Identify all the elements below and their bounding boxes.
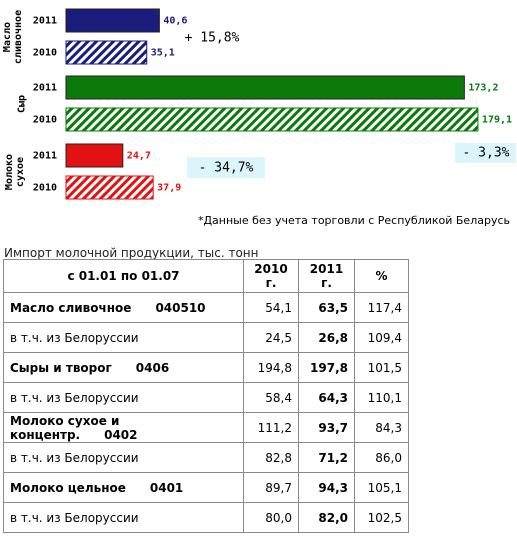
series-label: 2010 <box>33 115 57 126</box>
row-name: Молоко сухое и концентр. <box>10 413 120 442</box>
row-code: 0401 <box>149 480 184 495</box>
table-row: Масло сливочное 040510 54,1 63,5 117,4 <box>3 292 409 323</box>
series-label: 2011 <box>33 83 57 94</box>
row-name: в т.ч. из Белоруссии <box>10 390 139 405</box>
table-cell: 93,7 <box>298 412 355 443</box>
table-cell: 84,3 <box>354 412 409 443</box>
value-label: 35,1 <box>151 48 175 59</box>
row-code: 040510 <box>155 300 206 315</box>
table-cell: 82,0 <box>298 502 355 533</box>
table-row: Молоко цельное 0401 89,7 94,3 105,1 <box>3 472 409 503</box>
row-name: в т.ч. из Белоруссии <box>10 510 139 525</box>
table-cell: 109,4 <box>354 322 409 353</box>
row-label: в т.ч. из Белоруссии <box>3 322 244 353</box>
table-cell: 110,1 <box>354 382 409 413</box>
series-label: 2011 <box>33 16 57 27</box>
table-row: в т.ч. из Белоруссии 58,4 64,3 110,1 <box>3 382 409 413</box>
row-code: 0406 <box>135 360 170 375</box>
row-label: в т.ч. из Белоруссии <box>3 382 244 413</box>
chart: *Данные без учета торговли с Республикой… <box>33 8 516 227</box>
table-cell: 71,2 <box>298 442 355 473</box>
row-label: Молоко сухое и концентр. 0402 <box>3 412 244 443</box>
footnote: *Данные без учета торговли с Республикой… <box>198 214 510 227</box>
row-name: в т.ч. из Белоруссии <box>10 450 139 465</box>
annotation: + 15,8% <box>185 31 240 46</box>
category-label: Сыр <box>16 94 28 114</box>
row-name: в т.ч. из Белоруссии <box>10 330 139 345</box>
table-caption: Импорт молочной продукции, тыс. тонн <box>4 246 259 260</box>
table-row: в т.ч. из Белоруссии 80,0 82,0 102,5 <box>3 502 409 533</box>
table-cell: 94,3 <box>298 472 355 503</box>
table-cell: 102,5 <box>354 502 409 533</box>
bar <box>65 175 154 200</box>
bar <box>65 143 124 168</box>
value-label: 40,6 <box>163 16 187 27</box>
series-label: 2011 <box>33 151 57 162</box>
table-header: с 01.01 по 01.07 2010 г. 2011 г.% <box>3 259 409 293</box>
column-header: 2011 г. <box>298 259 355 293</box>
column-header: с 01.01 по 01.07 <box>3 259 244 293</box>
row-label: Масло сливочное 040510 <box>3 292 244 323</box>
row-label: в т.ч. из Белоруссии <box>3 502 244 533</box>
table-cell: 63,5 <box>298 292 355 323</box>
row-label: Молоко цельное 0401 <box>3 472 244 503</box>
table-cell: 64,3 <box>298 382 355 413</box>
table: с 01.01 по 01.07 2010 г. 2011 г.% Масло сли… <box>3 259 409 533</box>
column-header: % <box>354 259 409 293</box>
value-label: 24,7 <box>127 151 151 162</box>
bar <box>65 75 465 100</box>
value-label: 179,1 <box>482 115 512 126</box>
row-code: 0402 <box>104 427 138 442</box>
table-cell: 197,8 <box>298 352 355 383</box>
table-cell: 194,8 <box>243 352 299 383</box>
table-row: Молоко сухое и концентр. 0402 111,2 93,7 84,… <box>3 412 409 443</box>
row-label: в т.ч. из Белоруссии <box>3 442 244 473</box>
row-name: Молоко цельное <box>10 480 126 495</box>
table-row: в т.ч. из Белоруссии 24,5 26,8 109,4 <box>3 322 409 353</box>
category-label: Масло сливочное <box>2 9 24 65</box>
annotation: - 3,3% <box>463 146 510 161</box>
value-label: 37,9 <box>157 183 181 194</box>
bar <box>65 8 160 33</box>
annotation-box <box>455 143 516 163</box>
annotation-box <box>187 157 265 178</box>
table-cell: 54,1 <box>243 292 299 323</box>
series-label: 2010 <box>33 183 57 194</box>
bar <box>65 107 479 132</box>
row-name: Сыры и творог <box>10 360 112 375</box>
table-cell: 24,5 <box>243 322 299 353</box>
table-cell: 82,8 <box>243 442 299 473</box>
table-cell: 101,5 <box>354 352 409 383</box>
annotation: - 34,7% <box>199 161 254 176</box>
table-cell: 58,4 <box>243 382 299 413</box>
row-label: Сыры и творог 0406 <box>3 352 244 383</box>
value-label: 173,2 <box>468 83 498 94</box>
table-row: в т.ч. из Белоруссии 82,8 71,2 86,0 <box>3 442 409 473</box>
table-cell: 89,7 <box>243 472 299 503</box>
table-cell: 26,8 <box>298 322 355 353</box>
bar <box>65 40 148 65</box>
table-cell: 117,4 <box>354 292 409 323</box>
table-cell: 80,0 <box>243 502 299 533</box>
table-cell: 105,1 <box>354 472 409 503</box>
series-label: 2010 <box>33 48 57 59</box>
row-name: Масло сливочное <box>10 300 132 315</box>
column-header: 2010 г. <box>243 259 299 293</box>
table-cell: 111,2 <box>243 412 299 443</box>
table-row: Сыры и творог 0406 194,8 197,8 101,5 <box>3 352 409 383</box>
category-label: Молоко сухое <box>4 153 26 191</box>
table-cell: 86,0 <box>354 442 409 473</box>
